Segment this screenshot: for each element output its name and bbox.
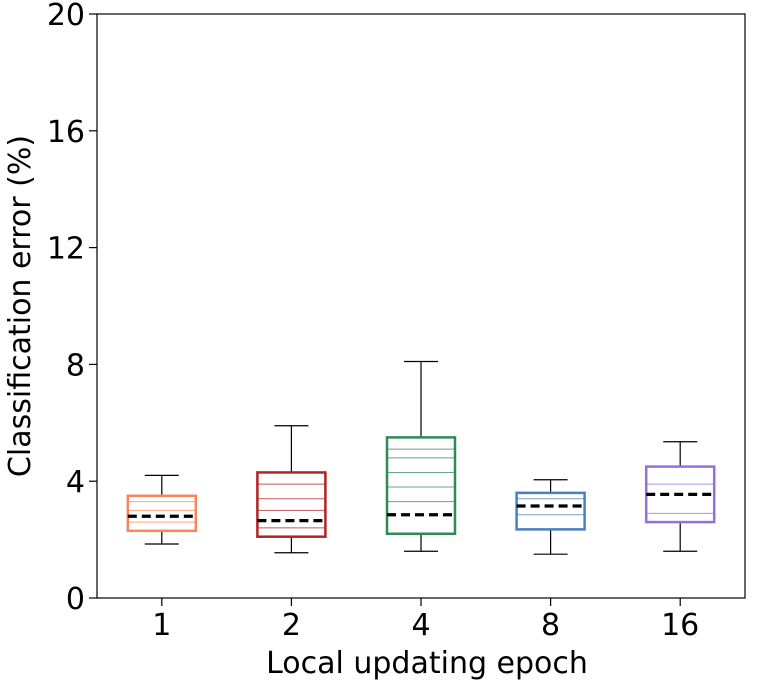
- y-tick-label: 16: [47, 115, 85, 150]
- box-4: [385, 436, 457, 536]
- y-tick-label: 0: [66, 582, 85, 617]
- x-tick-label: 16: [661, 608, 699, 643]
- x-tick-label: 4: [411, 608, 430, 643]
- box-1: [126, 494, 198, 533]
- y-axis-title: Classification error (%): [3, 135, 38, 477]
- y-tick-label: 12: [47, 232, 85, 267]
- x-tick-label: 2: [282, 608, 301, 643]
- box-8: [515, 491, 586, 531]
- x-tick-label: 1: [152, 608, 171, 643]
- y-tick-label: 20: [47, 0, 85, 33]
- y-tick-label: 4: [66, 465, 85, 500]
- x-axis-title: Local updating epoch: [266, 646, 588, 681]
- x-tick-label: 8: [541, 608, 560, 643]
- y-tick-label: 8: [66, 348, 85, 383]
- box-2: [256, 471, 327, 538]
